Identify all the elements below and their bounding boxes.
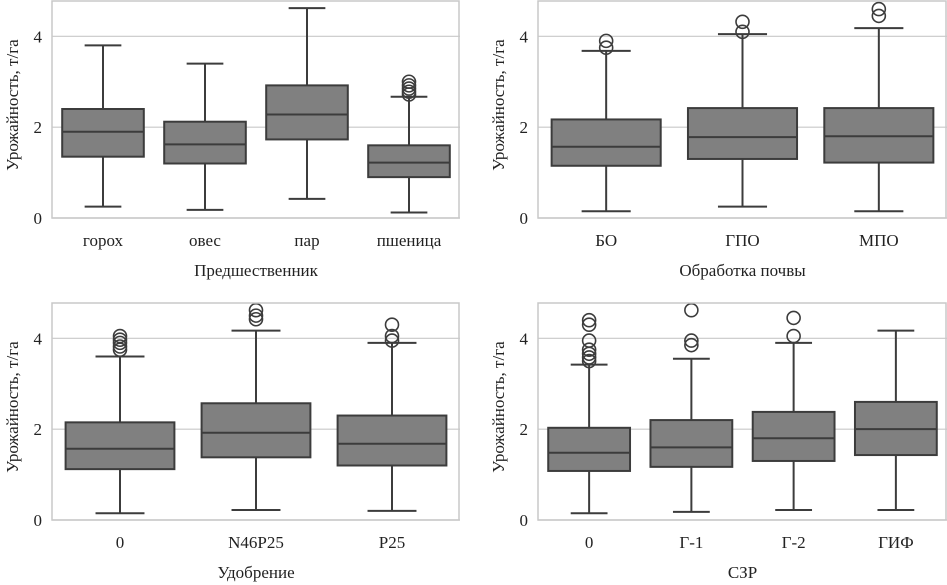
iqr-box — [547, 426, 632, 472]
box-ГПО — [686, 14, 799, 208]
iqr-box — [751, 410, 836, 462]
y-tick-label: 4 — [34, 27, 43, 46]
x-axis-title: СЗР — [728, 563, 757, 582]
box-Г-2 — [751, 310, 836, 512]
plot-frame — [537, 0, 947, 219]
x-tick-label: P25 — [379, 533, 405, 552]
outlier-point — [735, 14, 750, 30]
chart-panel-2: 0 2 4 БО ГПО МПО Обработка почвы Урожайность, т… — [489, 0, 947, 280]
outlier-point — [581, 317, 597, 333]
iqr-box — [336, 414, 448, 467]
iqr-box — [64, 421, 176, 471]
box-P25 — [336, 317, 448, 512]
box-0 — [64, 328, 176, 515]
outlier-point — [598, 40, 614, 55]
outlier-point — [786, 310, 801, 326]
x-tick-label: Г-1 — [679, 533, 703, 552]
x-tick-label: ГПО — [725, 231, 759, 250]
outlier-point — [112, 328, 128, 344]
outlier-point — [384, 328, 400, 344]
x-axis-title: Удобрение — [217, 563, 294, 582]
x-tick-label: N46P25 — [228, 533, 284, 552]
outlier-point — [384, 317, 400, 333]
box-овес — [163, 62, 247, 211]
chart-panel-3: 0 2 4 0 N46P25 P25 Удобрение Урожайность, т/га — [3, 302, 460, 582]
y-tick-label: 0 — [520, 209, 529, 228]
plot-frame — [51, 0, 460, 219]
y-tick-label: 4 — [520, 27, 529, 46]
y-tick-label: 0 — [34, 209, 43, 228]
box-пшеница — [367, 74, 451, 214]
iqr-box — [686, 107, 799, 160]
iqr-box — [200, 402, 312, 459]
outlier-point — [112, 339, 128, 354]
y-tick-label: 2 — [34, 420, 43, 439]
chart-panel-4: 0 2 4 0 Г-1 Г-2 ГИФ СЗР Урожайность, т/га — [489, 302, 947, 582]
iqr-box — [367, 144, 451, 179]
box-БО — [550, 33, 662, 213]
x-tick-label: пшеница — [377, 231, 442, 250]
x-tick-label: ГИФ — [878, 533, 914, 552]
y-tick-label: 2 — [520, 420, 529, 439]
x-tick-label: Г-2 — [782, 533, 806, 552]
box-0 — [547, 312, 632, 515]
outlier-point — [581, 312, 597, 328]
outlier-point — [248, 308, 264, 323]
outlier-point — [581, 333, 597, 348]
outlier-point — [786, 328, 801, 344]
x-tick-label: 0 — [116, 533, 125, 552]
y-tick-label: 0 — [34, 511, 43, 530]
outlier-point — [401, 74, 417, 90]
box-N46P25 — [200, 302, 312, 512]
y-axis-title: Урожайность, т/га — [3, 341, 22, 473]
y-axis-title: Урожайность, т/га — [489, 341, 508, 473]
y-axis-title: Урожайность, т/га — [489, 39, 508, 171]
outlier-point — [684, 302, 699, 318]
iqr-box — [163, 120, 247, 165]
outlier-point — [581, 342, 597, 357]
box-МПО — [823, 1, 935, 213]
outlier-point — [684, 333, 699, 348]
x-tick-label: горох — [83, 231, 124, 250]
outlier-point — [871, 8, 887, 24]
box-Г-1 — [649, 302, 734, 513]
outlier-point — [684, 337, 699, 353]
y-axis-title: Урожайность, т/га — [3, 39, 22, 171]
outlier-point — [248, 311, 264, 327]
x-tick-label: 0 — [585, 533, 594, 552]
x-axis-title: Обработка почвы — [679, 261, 806, 280]
chart-panel-1: 0 2 4 горох овес пар пшеница Предшественник Урож… — [3, 0, 460, 280]
x-tick-label: овес — [189, 231, 221, 250]
outlier-point — [581, 353, 597, 369]
x-tick-label: МПО — [859, 231, 899, 250]
y-tick-label: 4 — [34, 329, 43, 348]
outlier-point — [581, 350, 597, 365]
outlier-point — [384, 333, 400, 348]
x-tick-label: пар — [294, 231, 319, 250]
outlier-point — [871, 1, 887, 17]
iqr-box — [61, 108, 145, 158]
plot-frame — [51, 302, 460, 521]
y-tick-label: 2 — [520, 118, 529, 137]
outlier-point — [735, 24, 750, 40]
outlier-point — [401, 78, 417, 93]
box-горох — [61, 44, 145, 208]
box-пар — [265, 7, 349, 200]
outlier-point — [112, 332, 128, 347]
y-tick-label: 4 — [520, 329, 529, 348]
iqr-box — [265, 84, 349, 141]
x-tick-label: БО — [595, 231, 617, 250]
iqr-box — [649, 419, 734, 468]
x-axis-title: Предшественник — [194, 261, 319, 280]
box-ГИФ — [853, 329, 938, 512]
y-tick-label: 2 — [34, 118, 43, 137]
y-tick-label: 0 — [520, 511, 529, 530]
plot-frame — [537, 302, 947, 521]
outlier-point — [598, 33, 614, 49]
iqr-box — [550, 118, 662, 167]
